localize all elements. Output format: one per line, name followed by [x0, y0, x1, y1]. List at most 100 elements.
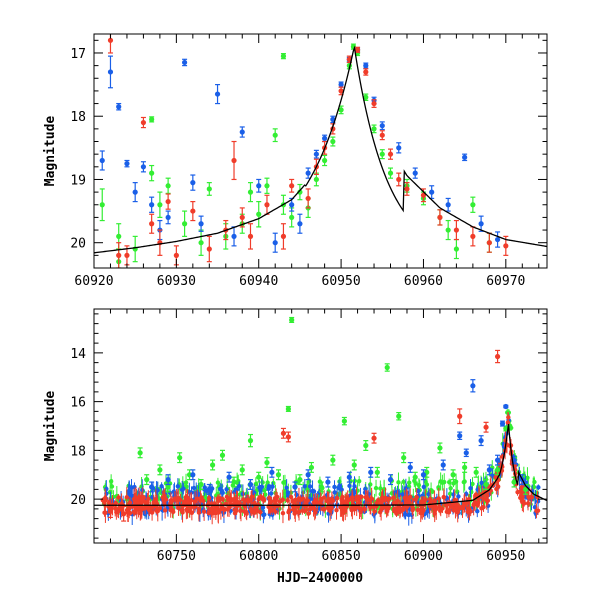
data-point-blue	[305, 167, 311, 179]
data-point-red	[356, 494, 362, 511]
data-point-green	[318, 481, 324, 493]
data-point-red	[453, 219, 459, 241]
bottom-x-axis-title: HJD−2400000	[277, 571, 363, 586]
data-point-red	[296, 503, 302, 521]
data-point-green	[137, 447, 143, 459]
data-point-green	[297, 474, 303, 486]
data-point-green	[447, 489, 453, 499]
y-tick-label: 18	[70, 444, 86, 459]
data-point-red	[280, 489, 285, 511]
data-point-red	[305, 188, 311, 209]
data-point-red	[239, 207, 245, 228]
data-point-red	[134, 499, 139, 520]
data-point-blue	[407, 461, 413, 473]
data-point-green	[356, 476, 362, 487]
data-point-blue	[272, 232, 278, 253]
data-point-red	[302, 508, 307, 514]
data-point-red	[288, 489, 294, 505]
data-point-blue	[302, 478, 307, 494]
x-tick-label: 60930	[157, 274, 196, 289]
data-point-blue	[284, 479, 289, 497]
data-point-blue	[181, 482, 186, 495]
data-point-red	[494, 483, 499, 495]
data-point-blue	[387, 474, 394, 486]
data-point-blue	[198, 215, 204, 232]
data-point-blue	[536, 484, 541, 491]
data-point-red	[107, 34, 114, 54]
data-point-red	[196, 503, 202, 522]
data-point-red	[457, 408, 463, 425]
data-point-green	[280, 53, 287, 60]
top-data-marks	[99, 34, 509, 268]
data-point-red	[280, 427, 287, 439]
data-point-blue	[206, 483, 212, 495]
data-point-red	[380, 488, 385, 506]
data-point-green	[297, 183, 303, 201]
data-point-red	[189, 492, 194, 509]
data-point-green	[198, 479, 204, 490]
data-point-blue	[107, 55, 114, 89]
data-point-green	[275, 469, 282, 481]
data-point-green	[437, 442, 443, 454]
data-point-blue	[468, 479, 473, 498]
data-point-red	[268, 507, 273, 515]
data-point-green	[198, 229, 204, 256]
data-point-green	[247, 433, 254, 448]
data-point-blue	[247, 479, 254, 490]
data-point-blue	[214, 83, 221, 105]
data-point-green	[371, 124, 377, 134]
y-tick-label: 20	[70, 493, 86, 508]
data-point-red	[192, 491, 198, 512]
data-point-green	[182, 210, 188, 237]
data-point-red	[371, 432, 377, 444]
data-point-red	[483, 421, 489, 433]
data-point-green	[330, 454, 336, 466]
data-point-green	[462, 472, 467, 491]
data-point-red	[116, 242, 122, 268]
data-point-red	[163, 493, 169, 506]
data-point-green	[165, 177, 171, 194]
data-point-red	[404, 182, 410, 196]
data-point-red	[305, 489, 310, 512]
data-point-blue	[499, 420, 506, 427]
bottom-data-marks	[100, 316, 541, 526]
data-point-red	[145, 493, 150, 511]
data-point-green	[483, 479, 489, 490]
data-point-blue	[352, 476, 357, 497]
data-point-red	[280, 223, 287, 250]
data-point-blue	[191, 480, 197, 496]
data-point-red	[147, 504, 152, 517]
data-point-red	[185, 489, 190, 508]
data-point-green	[264, 177, 270, 194]
top-y-axis-title: Magnitude	[43, 116, 58, 187]
top-x-tick-labels: 60920 60930 60940 60950 60960 60970	[74, 274, 525, 289]
data-point-green	[473, 466, 479, 478]
data-point-red	[350, 499, 355, 520]
data-point-red	[142, 502, 148, 515]
data-point-red	[260, 495, 266, 504]
data-point-red	[256, 495, 261, 503]
x-tick-label: 60950	[322, 274, 361, 289]
data-point-red	[365, 490, 371, 510]
data-point-red	[285, 431, 291, 443]
data-point-red	[124, 245, 130, 266]
data-point-red	[449, 504, 454, 510]
bottom-x-tick-labels: 60750 60800 60850 60900 60950	[157, 549, 526, 564]
data-point-red	[306, 507, 311, 520]
data-point-red	[201, 495, 206, 507]
data-point-blue	[311, 488, 317, 495]
data-point-red	[127, 498, 132, 519]
data-point-green	[256, 200, 262, 228]
data-point-green	[239, 464, 245, 476]
bottom-axes-frame	[93, 308, 548, 544]
data-point-red	[149, 502, 155, 512]
x-tick-label: 60850	[322, 549, 361, 564]
data-point-green	[308, 461, 315, 473]
x-tick-label: 60950	[486, 549, 525, 564]
data-point-red	[535, 506, 541, 515]
data-point-blue	[149, 481, 155, 493]
data-point-green	[247, 182, 254, 203]
data-point-green	[322, 154, 328, 167]
data-point-green	[379, 149, 385, 160]
